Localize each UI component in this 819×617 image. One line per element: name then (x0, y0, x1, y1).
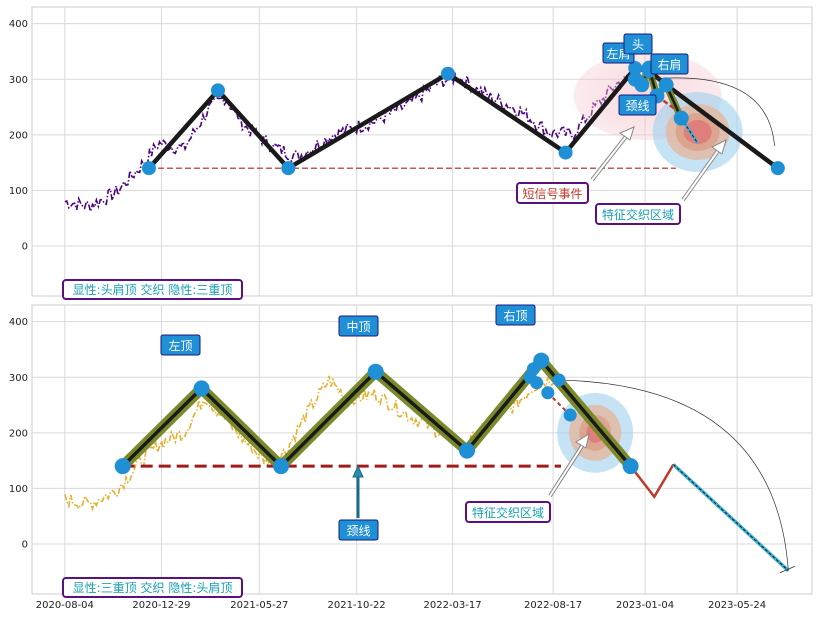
bottom-right-top-text: 右顶 (503, 308, 527, 323)
projection-red (629, 463, 675, 499)
bottom-grid (32, 305, 812, 594)
zigzag-point (558, 145, 573, 160)
top-short-signal-label: 短信号事件 (516, 182, 589, 204)
zigzag-point (141, 161, 156, 176)
zigzag-point (628, 61, 643, 76)
top-head-label: 头 (623, 33, 653, 55)
top-y-axis: 0 100 200 300 400 (9, 19, 28, 252)
top-head-text: 头 (632, 38, 644, 52)
y-tick-label: 0 (22, 241, 28, 252)
bottom-middle-top-text: 中顶 (346, 319, 370, 334)
x-tick-label: 2022-03-17 (423, 600, 481, 611)
x-tick-label: 2021-10-22 (328, 600, 386, 611)
pattern-point (673, 110, 689, 126)
y-tick-label: 300 (9, 373, 28, 384)
pattern-point (530, 376, 544, 390)
x-tick-label: 2022-08-17 (524, 600, 582, 611)
bottom-legend-text: 显性:三重顶 交织 隐性:头肩顶 (73, 580, 233, 595)
bottom-left-top-text: 左顶 (168, 338, 192, 353)
bottom-y-axis: 0 100 200 300 400 (9, 317, 28, 550)
y-tick-label: 0 (22, 539, 28, 550)
bottom-feature-zone-arrow (548, 432, 590, 498)
bottom-left-top-label: 左顶 (160, 334, 201, 356)
zigzag-point (367, 363, 384, 380)
y-tick-label: 100 (9, 484, 28, 495)
x-tick-label: 2023-05-24 (708, 600, 766, 611)
top-feature-zone-label: 特征交织区域 (595, 203, 681, 225)
top-grid (32, 7, 812, 296)
bottom-middle-top-label: 中顶 (338, 315, 379, 337)
y-tick-label: 200 (9, 428, 28, 439)
projection-arc (649, 77, 775, 146)
top-right-shoulder-text: 右肩 (657, 57, 681, 72)
pattern-point (552, 373, 566, 387)
arc-tick (779, 565, 796, 574)
y-tick-label: 400 (9, 317, 28, 328)
zigzag-point (210, 83, 225, 98)
bottom-right-top-label: 右顶 (495, 304, 536, 326)
bottom-legend-box: 显性:三重顶 交织 隐性:头肩顶 (62, 577, 243, 598)
zigzag-point (273, 458, 290, 475)
price-line (64, 69, 650, 215)
top-feature-zone-arrow (681, 139, 727, 202)
price-line (64, 375, 555, 512)
zigzag-point (114, 458, 131, 475)
x-tick-label: 2021-05-27 (230, 600, 288, 611)
zigzag-point (281, 161, 296, 176)
zigzag-point (440, 66, 455, 81)
feature-zone-ring-3 (683, 120, 712, 145)
y-tick-label: 400 (9, 19, 28, 30)
pattern-point (658, 77, 674, 93)
x-tick-label: 2020-12-29 (132, 600, 190, 611)
x-tick-label: 2023-01-04 (616, 600, 674, 611)
top-legend-text: 显性:头肩顶 交织 隐性:三重顶 (73, 282, 233, 297)
x-tick-label: 2020-08-04 (36, 600, 94, 611)
projection-cyan-inner (673, 464, 789, 572)
y-tick-label: 300 (9, 75, 28, 86)
zigzag-point (193, 380, 210, 397)
pattern-point (634, 77, 650, 93)
top-neckline-label: 颈线 (618, 94, 657, 116)
zigzag-point (770, 161, 785, 176)
zigzag-point (459, 442, 476, 459)
y-tick-label: 100 (9, 186, 28, 197)
top-short-signal-text: 短信号事件 (522, 187, 582, 201)
bottom-feature-zone-text: 特征交织区域 (472, 505, 544, 520)
pattern-point (563, 408, 577, 422)
bottom-feature-zone-label: 特征交织区域 (465, 501, 551, 523)
top-feature-zone-text: 特征交织区域 (602, 207, 674, 222)
bottom-x-axis: 2020-08-04 2020-12-29 2021-05-27 2021-10-22… (36, 600, 766, 611)
bottom-neckline-label: 颈线 (338, 519, 379, 541)
bottom-neckline-arrow (352, 464, 364, 518)
top-short-signal-arrow (590, 126, 635, 182)
y-tick-label: 200 (9, 130, 28, 141)
top-right-shoulder-label: 右肩 (650, 53, 689, 75)
projection-arc (555, 379, 789, 571)
pattern-point (526, 362, 540, 376)
zigzag-point (622, 458, 639, 475)
top-neckline-text: 颈线 (625, 99, 649, 113)
bottom-neckline-text: 颈线 (346, 524, 370, 538)
pattern-point (541, 386, 555, 400)
top-legend-box: 显性:头肩顶 交织 隐性:三重顶 (62, 279, 243, 300)
bottom-panel-frame (31, 304, 813, 595)
